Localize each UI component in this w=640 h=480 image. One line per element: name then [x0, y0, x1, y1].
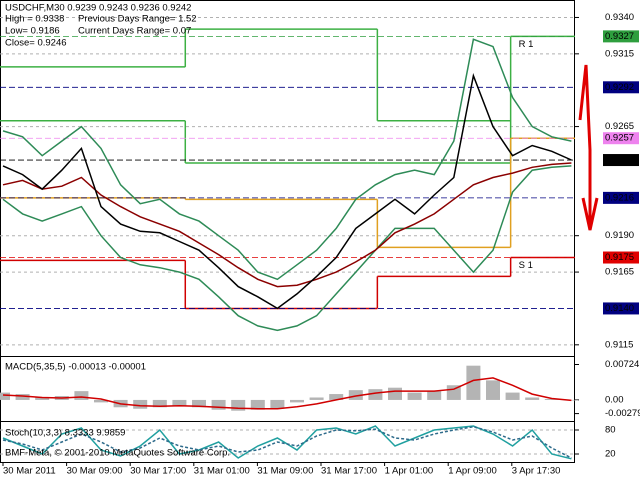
- level-box: [603, 302, 639, 315]
- histogram-bar: [211, 399, 226, 410]
- y-tick-label: 0.00724: [605, 359, 639, 370]
- histogram-bar: [329, 394, 344, 400]
- series-line: [2, 377, 572, 410]
- level-box: [603, 191, 639, 204]
- series-line: [2, 165, 572, 332]
- series-line: [2, 426, 572, 459]
- level-box: [603, 251, 639, 264]
- histogram-bar: [290, 399, 304, 403]
- y-tick-label: 20: [605, 449, 616, 460]
- histogram-bar: [407, 392, 422, 400]
- y-tick-label: 0.9190: [605, 230, 634, 241]
- x-tick-label: 1 Apr 01:00: [385, 466, 434, 477]
- y-tick-label: 0.9165: [605, 267, 634, 278]
- level-label: 0.9292: [605, 82, 634, 93]
- histogram-bar: [368, 389, 383, 400]
- histogram-bar: [35, 397, 50, 400]
- watermark: BMF-Meta, © 2001-2010 MetaQuotes Softwar…: [5, 448, 230, 459]
- x-tick-label: 31 Mar 09:00: [257, 466, 313, 477]
- level-label: 0.9257: [605, 133, 634, 144]
- level-box: [603, 81, 639, 94]
- info-text: Low= 0.9186: [5, 26, 60, 37]
- level-label: 0.9140: [605, 303, 634, 314]
- histogram-bar: [192, 399, 206, 408]
- histogram-bar: [15, 394, 30, 400]
- y-tick-label: 0.00: [605, 394, 624, 405]
- info-text: Previous Days Range= 1.52: [78, 14, 197, 25]
- histogram-bar: [0, 392, 10, 400]
- info-text: High = 0.9338: [5, 14, 64, 25]
- histogram-bar: [505, 392, 520, 400]
- histogram-bar: [94, 399, 108, 403]
- series-line: [2, 72, 572, 310]
- panel-title: Stoch(10,3,3) 8.3333 9.9859: [5, 428, 125, 439]
- histogram-bar: [466, 365, 481, 400]
- panel-title: USDCHF,M30 0.9239 0.9243 0.9236 0.9242: [5, 3, 191, 14]
- histogram-bar: [270, 399, 285, 409]
- histogram-bar: [309, 397, 324, 400]
- annotation-arrow: [578, 64, 592, 228]
- level-box: [603, 154, 639, 167]
- y-tick-label: 0.9265: [605, 121, 634, 132]
- histogram-bar: [348, 390, 363, 400]
- histogram-bar: [74, 391, 89, 400]
- y-tick-label: 80: [605, 425, 616, 436]
- info-text: Current Days Range= 0.07: [78, 26, 191, 37]
- annotation-arrowhead: [581, 197, 599, 231]
- y-tick-label: -0.00279: [605, 408, 640, 419]
- y-tick-label: 0.9340: [605, 12, 634, 23]
- panel-title: MACD(5,35,5) -0.00013 -0.00001: [5, 362, 146, 373]
- x-tick-label: 31 Mar 17:00: [321, 466, 377, 477]
- info-text: Close= 0.9246: [5, 38, 67, 49]
- x-tick-label: 30 Mar 17:00: [130, 466, 186, 477]
- level-label: 0.9242: [605, 155, 634, 166]
- histogram-bar: [427, 391, 442, 400]
- histogram-bar: [486, 380, 500, 400]
- level-box: [603, 30, 639, 43]
- y-tick-label: 0.9315: [605, 48, 634, 59]
- histogram-bar: [172, 399, 187, 406]
- histogram-bar: [152, 399, 167, 408]
- x-tick-label: 1 Apr 09:00: [448, 466, 497, 477]
- histogram-bar: [133, 399, 148, 409]
- series-line: [2, 162, 572, 288]
- histogram-bar: [231, 399, 246, 411]
- pivot-label: R 1: [519, 39, 534, 50]
- x-tick-label: 31 Mar 01:00: [194, 466, 250, 477]
- x-tick-label: 3 Apr 17:30: [512, 466, 561, 477]
- level-label: 0.9175: [605, 252, 634, 263]
- x-tick-label: 30 Mar 09:00: [67, 466, 123, 477]
- histogram-bar: [250, 399, 265, 410]
- histogram-bar: [544, 398, 559, 400]
- y-tick-label: 0.9115: [605, 339, 633, 350]
- level-box: [603, 132, 639, 145]
- histogram-bar: [388, 387, 402, 400]
- pivot-label: S 1: [519, 260, 533, 271]
- series-line: [2, 38, 572, 281]
- level-label: 0.9216: [605, 192, 634, 203]
- level-label: 0.9327: [605, 31, 634, 42]
- x-tick-label: 30 Mar 2011: [3, 466, 56, 477]
- histogram-bar: [525, 397, 540, 400]
